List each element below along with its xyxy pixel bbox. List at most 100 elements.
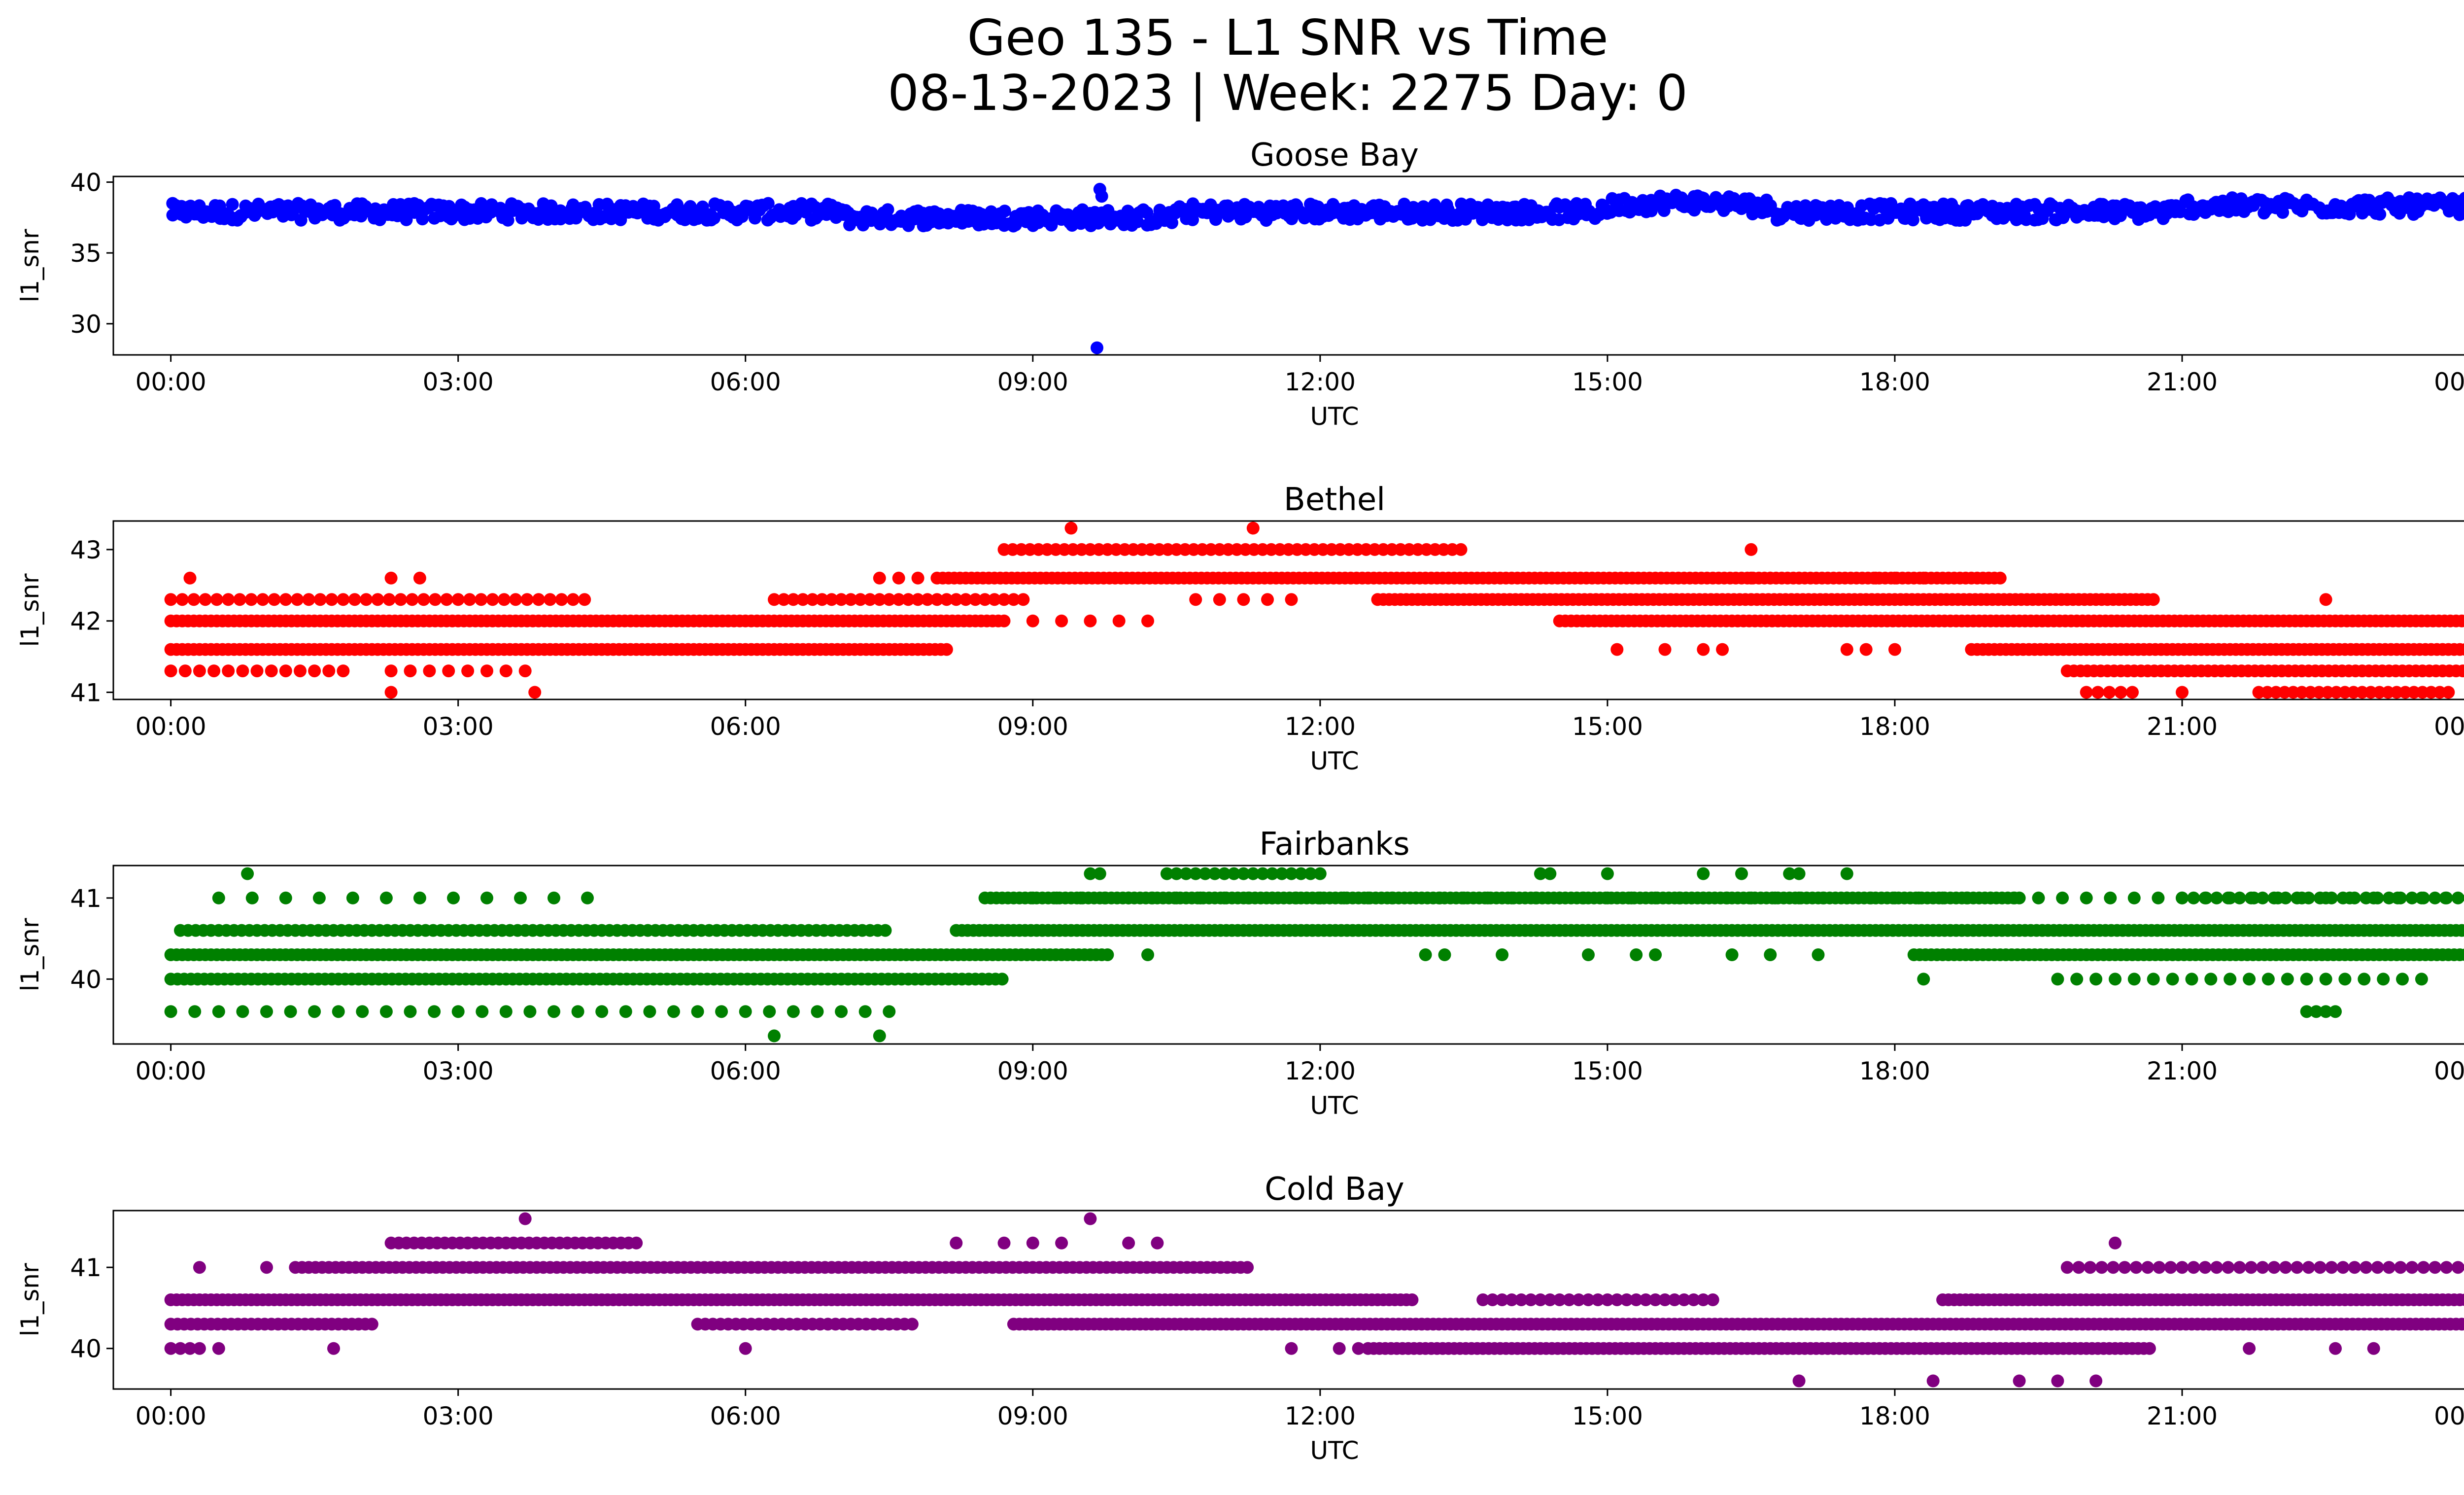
scatter-point: [2279, 1261, 2292, 1274]
scatter-point: [233, 593, 246, 606]
scatter-point: [1496, 948, 1509, 961]
scatter-point: [2405, 1261, 2419, 1274]
scatter-point: [2176, 1261, 2189, 1274]
scatter-point: [451, 593, 465, 606]
scatter-point: [178, 664, 192, 678]
scatter-point: [2336, 1261, 2350, 1274]
scatter-point: [1454, 543, 1468, 556]
scatter-point: [461, 664, 475, 678]
scatter-series: [164, 522, 2464, 699]
scatter-point: [1792, 891, 1806, 904]
scatter-point: [997, 593, 1011, 606]
x-tick-label: 00:00: [136, 368, 206, 396]
scatter-point: [2360, 1261, 2373, 1274]
scatter-point: [2405, 891, 2419, 904]
y-tick-label: 41: [70, 679, 102, 707]
scatter-point: [2187, 1261, 2200, 1274]
axes-frame: [112, 865, 2464, 1045]
scatter-point: [1179, 867, 1193, 880]
scatter-point: [1601, 1293, 1614, 1306]
scatter-point: [291, 593, 304, 606]
scatter-point: [2373, 208, 2387, 221]
scatter-point: [787, 1005, 800, 1018]
scatter-point: [1007, 593, 1020, 606]
scatter-point: [2302, 1261, 2315, 1274]
x-tick-label: 03:00: [423, 712, 494, 741]
axes-frame: [112, 1210, 2464, 1390]
scatter-point: [2371, 891, 2384, 904]
scatter-point: [1812, 948, 1825, 961]
y-tick-label: 41: [70, 1253, 102, 1282]
scatter-point: [1745, 891, 1758, 904]
scatter-point: [532, 593, 545, 606]
scatter-point: [2338, 973, 2352, 986]
scatter-point: [1026, 614, 1039, 627]
scatter-point: [1093, 867, 1106, 880]
scatter-point: [544, 593, 557, 606]
scatter-point: [1333, 1342, 1346, 1355]
scatter-point: [384, 571, 398, 585]
scatter-point: [1141, 948, 1154, 961]
scatter-point: [883, 1005, 896, 1018]
scatter-point: [1055, 614, 1068, 627]
scatter-point: [518, 1212, 532, 1225]
scatter-point: [647, 200, 660, 213]
scatter-point: [1524, 1293, 1538, 1306]
scatter-point: [1534, 1293, 1547, 1306]
y-axis-label: l1_snr: [16, 229, 44, 302]
scatter-point: [1869, 571, 1882, 585]
scatter-point: [1936, 891, 1950, 904]
x-tick-label: 09:00: [997, 368, 1068, 396]
scatter-point: [416, 212, 429, 226]
scatter-point: [1649, 1293, 1662, 1306]
scatter-point: [2147, 973, 2160, 986]
scatter-point: [959, 593, 972, 606]
scatter-point: [548, 891, 560, 904]
scatter-point: [2095, 1261, 2108, 1274]
scatter-point: [2367, 1342, 2380, 1355]
scatter-point: [2256, 1261, 2269, 1274]
scatter-point: [440, 593, 453, 606]
scatter-point: [2056, 891, 2069, 904]
scatter-point: [2267, 1261, 2281, 1274]
scatter-point: [236, 1005, 249, 1018]
subplot-title: Goose Bay: [1250, 137, 1419, 174]
x-tick-label: 00:00: [2434, 712, 2464, 741]
scatter-point: [1237, 593, 1250, 606]
scatter-point: [175, 593, 189, 606]
scatter-point: [222, 664, 235, 678]
scatter-point: [2109, 1236, 2122, 1250]
subplot-title: Cold Bay: [1265, 1171, 1404, 1208]
x-axis-label: UTC: [1310, 1091, 1359, 1120]
scatter-point: [1505, 1293, 1518, 1306]
scatter-point: [1261, 593, 1274, 606]
scatter-point: [1481, 891, 1494, 904]
scatter-point: [451, 1005, 465, 1018]
scatter-point: [1657, 204, 1671, 217]
scatter-point: [2245, 1261, 2258, 1274]
scatter-point: [379, 891, 393, 904]
scatter-point: [183, 571, 197, 585]
scatter-point: [164, 664, 177, 678]
scatter-point: [988, 593, 1001, 606]
scatter-point: [1095, 190, 1108, 203]
scatter-point: [1697, 1293, 1710, 1306]
scatter-point: [1639, 1293, 1652, 1306]
scatter-point: [1146, 891, 1159, 904]
scatter-point: [312, 891, 326, 904]
scatter-point: [164, 593, 177, 606]
scatter-point: [911, 593, 924, 606]
scatter-point: [2141, 1261, 2155, 1274]
x-tick-label: 21:00: [2147, 1057, 2218, 1085]
y-tick-label: 42: [70, 607, 102, 636]
scatter-point: [1098, 891, 1111, 904]
scatter-point: [1543, 867, 1557, 880]
scatter-point: [2325, 1261, 2338, 1274]
scatter-point: [768, 593, 781, 606]
scatter-point: [854, 593, 867, 606]
scatter-point: [835, 593, 848, 606]
scatter-point: [2417, 891, 2430, 904]
scatter-point: [1409, 891, 1423, 904]
scatter-point: [2440, 1261, 2453, 1274]
